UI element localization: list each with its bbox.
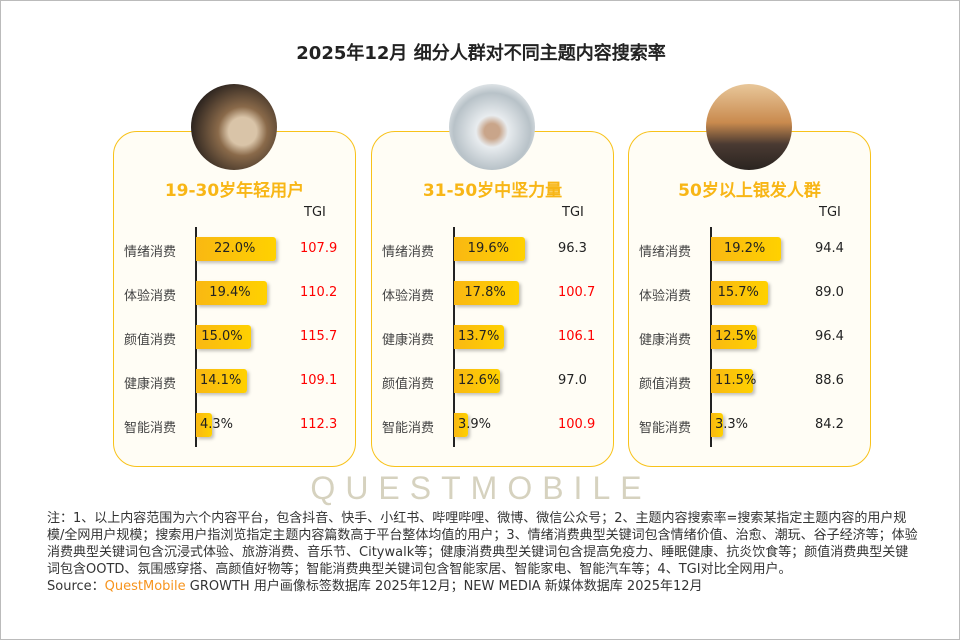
bar-row: 智能消费 4.3% 112.3 xyxy=(114,411,355,441)
bar xyxy=(196,369,248,393)
panel-title: 31-50岁中坚力量 xyxy=(422,181,563,201)
bar-value-label: 13.7% xyxy=(458,329,500,344)
bar xyxy=(711,369,753,393)
tgi-value: 97.0 xyxy=(558,373,587,388)
tgi-value: 96.3 xyxy=(558,241,587,256)
bar-row: 健康消费 13.7% 106.1 xyxy=(372,323,613,353)
bar-row: 情绪消费 19.6% 96.3 xyxy=(372,235,613,265)
source-line: Source：QuestMobile GROWTH 用户画像标签数据库 2025… xyxy=(47,578,919,595)
bar-value-label: 15.7% xyxy=(717,285,759,300)
category-label: 健康消费 xyxy=(382,333,435,348)
tgi-value: 89.0 xyxy=(815,285,844,300)
tgi-header: TGI xyxy=(562,205,584,220)
category-label: 健康消费 xyxy=(124,377,177,392)
tgi-value: 96.4 xyxy=(815,329,844,344)
bar xyxy=(196,325,251,349)
bar xyxy=(454,369,500,393)
bar-row: 颜值消费 15.0% 115.7 xyxy=(114,323,355,353)
bar-row: 智能消费 3.3% 84.2 xyxy=(629,411,870,441)
bar-value-label: 17.8% xyxy=(464,285,506,300)
category-label: 情绪消费 xyxy=(124,245,177,260)
page-title: 2025年12月 细分人群对不同主题内容搜索率 xyxy=(296,43,666,64)
bar xyxy=(196,281,267,305)
tgi-value: 109.1 xyxy=(300,373,338,388)
bar xyxy=(454,281,519,305)
bar-value-label: 11.5% xyxy=(715,373,757,388)
bar-row: 智能消费 3.9% 100.9 xyxy=(372,411,613,441)
bar xyxy=(196,237,277,261)
bar xyxy=(454,413,469,437)
handshake-photo xyxy=(449,84,535,170)
axis-line xyxy=(453,227,455,447)
category-label: 情绪消费 xyxy=(639,245,692,260)
bar-row: 体验消费 17.8% 100.7 xyxy=(372,279,613,309)
category-label: 体验消费 xyxy=(639,289,692,304)
tgi-value: 100.7 xyxy=(558,285,596,300)
bar-value-label: 12.6% xyxy=(458,373,500,388)
footer: 注：1、以上内容范围为六个内容平台，包含抖音、快手、小红书、哔哩哔哩、微博、微信… xyxy=(47,510,919,595)
bar xyxy=(711,413,723,437)
bar-row: 健康消费 12.5% 96.4 xyxy=(629,323,870,353)
tgi-value: 112.3 xyxy=(300,417,338,432)
tgi-value: 110.2 xyxy=(300,285,338,300)
bar xyxy=(711,281,769,305)
footnote: 注：1、以上内容范围为六个内容平台，包含抖音、快手、小红书、哔哩哔哩、微博、微信… xyxy=(47,511,918,577)
bar-row: 体验消费 19.4% 110.2 xyxy=(114,279,355,309)
source-text: GROWTH 用户画像标签数据库 2025年12月；NEW MEDIA 新媒体数… xyxy=(185,579,703,594)
sunset-wheelchair-photo xyxy=(706,84,792,170)
bar xyxy=(454,325,504,349)
axis-line xyxy=(195,227,197,447)
tgi-value: 94.4 xyxy=(815,241,844,256)
category-label: 智能消费 xyxy=(639,421,692,436)
bar-row: 体验消费 15.7% 89.0 xyxy=(629,279,870,309)
bar-row: 健康消费 14.1% 109.1 xyxy=(114,367,355,397)
bar-value-label: 3.3% xyxy=(715,417,749,432)
brand-name: QuestMobile xyxy=(104,579,186,594)
sneakers-photo xyxy=(191,84,277,170)
category-label: 情绪消费 xyxy=(382,245,435,260)
axis-line xyxy=(710,227,712,447)
tgi-value: 100.9 xyxy=(558,417,596,432)
bar-value-label: 4.3% xyxy=(200,417,234,432)
segment-panel: 19-30岁年轻用户 TGI 情绪消费 22.0% 107.9 体验消费 19.… xyxy=(113,131,356,467)
tgi-header: TGI xyxy=(304,205,326,220)
tgi-value: 106.1 xyxy=(558,329,596,344)
tgi-header: TGI xyxy=(819,205,841,220)
bar-value-label: 22.0% xyxy=(214,241,256,256)
bar-value-label: 14.1% xyxy=(200,373,242,388)
bar-row: 情绪消费 19.2% 94.4 xyxy=(629,235,870,265)
watermark: QUESTMOBILE xyxy=(310,470,652,506)
panel-title: 50岁以上银发人群 xyxy=(678,181,821,201)
category-label: 颜值消费 xyxy=(382,377,435,392)
bar-value-label: 19.6% xyxy=(467,241,509,256)
panel-title: 19-30岁年轻用户 xyxy=(164,181,305,201)
bar-value-label: 19.4% xyxy=(209,285,251,300)
bar-value-label: 15.0% xyxy=(201,329,243,344)
bar xyxy=(454,237,526,261)
bar-value-label: 19.2% xyxy=(723,241,766,256)
category-label: 颜值消费 xyxy=(124,333,177,348)
bar xyxy=(711,325,757,349)
segment-panel: 31-50岁中坚力量 TGI 情绪消费 19.6% 96.3 体验消费 17.8… xyxy=(371,131,614,467)
bar xyxy=(196,413,212,437)
category-label: 智能消费 xyxy=(382,421,435,436)
tgi-value: 115.7 xyxy=(300,329,338,344)
category-label: 颜值消费 xyxy=(639,377,692,392)
bar xyxy=(711,237,781,261)
category-label: 智能消费 xyxy=(124,421,177,436)
source-prefix: Source： xyxy=(47,579,105,594)
bar-value-label: 3.9% xyxy=(458,417,492,432)
tgi-value: 107.9 xyxy=(300,241,338,256)
category-label: 体验消费 xyxy=(382,289,435,304)
bar-row: 情绪消费 22.0% 107.9 xyxy=(114,235,355,265)
category-label: 健康消费 xyxy=(639,333,692,348)
bar-row: 颜值消费 12.6% 97.0 xyxy=(372,367,613,397)
tgi-value: 84.2 xyxy=(815,417,844,432)
category-label: 体验消费 xyxy=(124,289,177,304)
segment-panel: 50岁以上银发人群 TGI 情绪消费 19.2% 94.4 体验消费 15.7%… xyxy=(628,131,871,467)
bar-value-label: 12.5% xyxy=(715,329,757,344)
bar-row: 颜值消费 11.5% 88.6 xyxy=(629,367,870,397)
tgi-value: 88.6 xyxy=(815,373,844,388)
